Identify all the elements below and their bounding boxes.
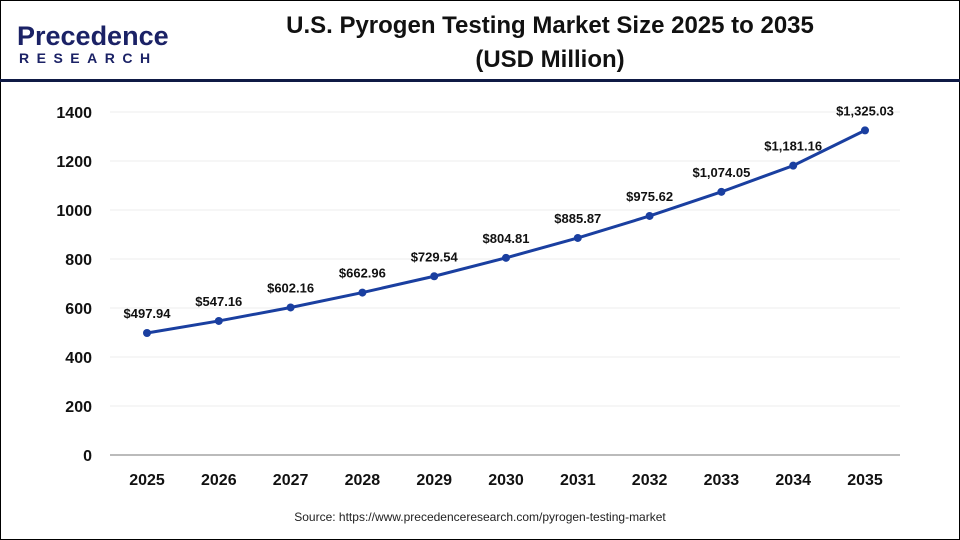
y-tick-label: 1400 — [56, 105, 92, 122]
y-tick-label: 600 — [65, 301, 92, 318]
data-label: $729.54 — [411, 249, 459, 264]
data-point — [573, 233, 582, 242]
title-line-2: (USD Million) — [475, 46, 625, 73]
data-label: $1,181.16 — [764, 139, 822, 154]
x-tick-label: 2030 — [488, 472, 524, 489]
x-tick-label: 2026 — [201, 472, 237, 489]
logo-subtext: RESEARCH — [19, 50, 158, 66]
title-line-1: U.S. Pyrogen Testing Market Size 2025 to… — [286, 12, 814, 39]
data-point — [358, 288, 367, 297]
data-point — [286, 303, 295, 312]
x-tick-label: 2033 — [704, 472, 740, 489]
x-tick-label: 2029 — [416, 472, 452, 489]
data-point — [214, 316, 223, 325]
y-tick-label: 1000 — [56, 203, 92, 220]
data-point — [502, 253, 510, 262]
data-label: $885.87 — [554, 211, 601, 226]
data-label: $804.81 — [483, 231, 530, 246]
logo-wordmark: Precedence — [17, 21, 169, 51]
data-point — [717, 187, 726, 196]
x-tick-label: 2035 — [847, 472, 883, 489]
data-label: $547.16 — [195, 294, 242, 309]
data-label: $662.96 — [339, 266, 386, 281]
data-label: $1,325.03 — [836, 103, 894, 118]
x-tick-label: 2028 — [345, 472, 381, 489]
data-point — [645, 211, 654, 220]
data-label: $1,074.05 — [692, 165, 750, 180]
logo: Precedence RESEARCH — [17, 22, 169, 66]
header-divider — [0, 79, 960, 82]
x-tick-label: 2025 — [129, 472, 165, 489]
data-label: $602.16 — [267, 280, 314, 295]
chart-title: U.S. Pyrogen Testing Market Size 2025 to… — [250, 9, 850, 77]
data-point — [143, 329, 151, 338]
data-label: $497.94 — [124, 306, 172, 321]
data-point — [861, 126, 869, 135]
data-point — [789, 161, 798, 170]
y-tick-label: 0 — [83, 448, 92, 465]
data-point — [430, 272, 439, 281]
x-tick-label: 2034 — [775, 472, 811, 489]
data-label: $975.62 — [626, 189, 673, 204]
y-tick-label: 200 — [65, 399, 92, 416]
y-tick-label: 800 — [65, 252, 92, 269]
y-tick-label: 400 — [65, 350, 92, 367]
x-tick-label: 2027 — [273, 472, 309, 489]
y-tick-label: 1200 — [56, 154, 92, 171]
x-tick-label: 2032 — [632, 472, 668, 489]
x-tick-label: 2031 — [560, 472, 596, 489]
source-note: Source: https://www.precedenceresearch.c… — [294, 510, 666, 524]
